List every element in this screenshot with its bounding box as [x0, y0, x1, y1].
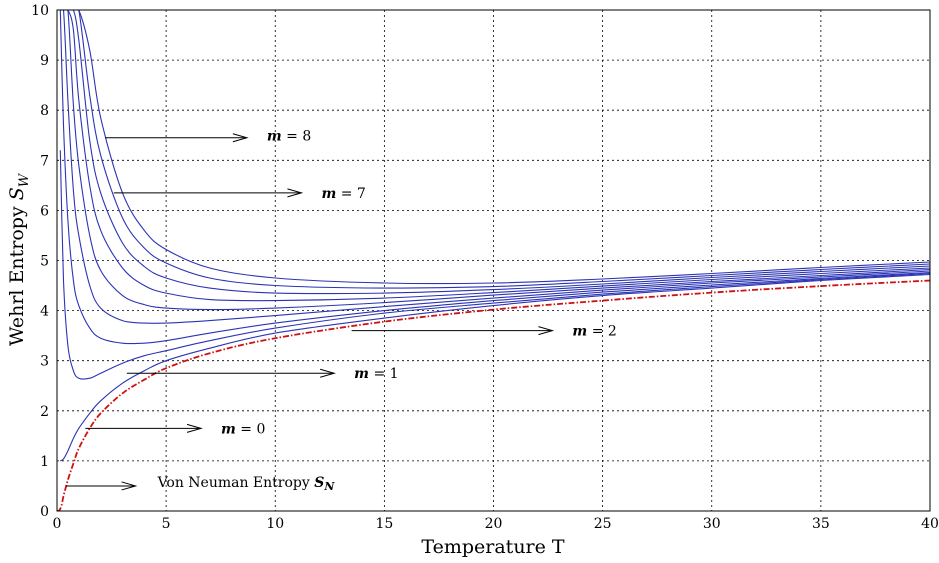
- y-tick-label: 10: [31, 3, 49, 19]
- tick-labels: 0 5 10 15 20 25 30 35 40 0 1 2 3 4 5 6 7 8 9 10: [31, 3, 939, 532]
- series-line-m4: [60, 10, 930, 311]
- von-neumann-label: Von Neuman Entropy SN: [157, 475, 336, 493]
- series-line-m8: [60, 10, 930, 285]
- annotation-label: m = 0: [221, 421, 265, 437]
- y-tick-label: 5: [40, 254, 49, 270]
- x-axis-label: Temperature T: [421, 536, 565, 558]
- annotation-arrow: [351, 326, 555, 336]
- annotation-label: m = 7: [321, 186, 365, 202]
- annotations: m = 8 m = 7 m = 2 m = 1 m = 0 Von Neuman Entr…: [65, 128, 617, 493]
- y-tick-label: 7: [40, 153, 49, 169]
- x-tick-label: 10: [266, 516, 284, 532]
- series-line-m6: [60, 10, 930, 295]
- plot-frame: [56, 9, 931, 512]
- x-tick-label: 5: [162, 516, 171, 532]
- annotation-arrow: [85, 423, 203, 433]
- y-axis-label: Wehrl Entropy SW: [6, 172, 32, 346]
- annotation-label: m = 2: [572, 324, 616, 340]
- series-line-m7: [60, 10, 930, 289]
- x-tick-label: 30: [703, 516, 721, 532]
- y-tick-label: 0: [40, 504, 49, 520]
- y-tick-label: 6: [40, 203, 49, 219]
- y-axis-label-main: Wehrl Entropy: [6, 200, 28, 346]
- x-tick-label: 25: [594, 516, 612, 532]
- x-tick-label: 35: [812, 516, 830, 532]
- y-tick-label: 1: [40, 454, 49, 470]
- x-tick-label: 0: [53, 516, 62, 532]
- von-neumann-line: [57, 279, 930, 511]
- x-tick-label: 20: [485, 516, 503, 532]
- annotation-label: m = 1: [354, 366, 398, 382]
- series-layer: [57, 10, 930, 511]
- y-axis-label-symbol: S: [6, 187, 28, 200]
- annotation-label: m = 8: [267, 128, 311, 144]
- annotation-arrow: [113, 188, 304, 198]
- series-line-m5: [60, 10, 930, 302]
- x-tick-label: 40: [921, 516, 939, 532]
- y-tick-label: 2: [40, 404, 49, 420]
- y-tick-label: 3: [40, 354, 49, 370]
- series-line-m3: [59, 10, 930, 324]
- annotation-arrow: [126, 368, 336, 378]
- series-line-m1: [59, 150, 930, 380]
- y-axis-label-subscript: W: [17, 172, 32, 187]
- y-tick-label: 9: [40, 53, 49, 69]
- von-neumann-arrow: [65, 481, 138, 491]
- grid: [57, 10, 930, 511]
- series-line-m2: [59, 10, 930, 345]
- y-tick-label: 8: [40, 103, 49, 119]
- y-tick-label: 4: [40, 304, 49, 320]
- x-tick-label: 15: [375, 516, 393, 532]
- series-line-m0: [60, 273, 930, 462]
- annotation-arrow: [105, 133, 249, 143]
